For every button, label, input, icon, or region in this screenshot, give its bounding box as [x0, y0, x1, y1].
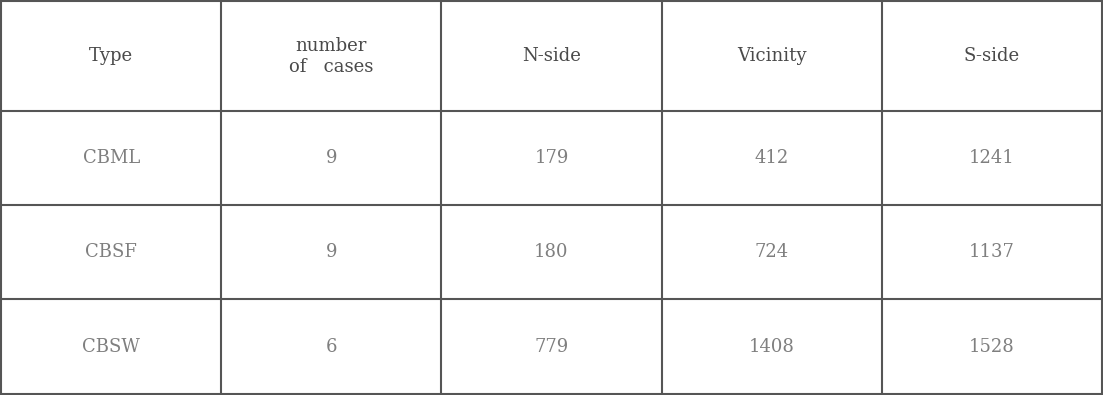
Text: S-side: S-side — [964, 47, 1019, 65]
Text: Type: Type — [89, 47, 133, 65]
Text: 6: 6 — [325, 338, 338, 356]
Text: 9: 9 — [325, 149, 338, 167]
Text: 9: 9 — [325, 243, 338, 261]
Text: 1528: 1528 — [968, 338, 1015, 356]
Text: 412: 412 — [754, 149, 789, 167]
Text: number
of   cases: number of cases — [289, 37, 374, 76]
Text: CBSF: CBSF — [85, 243, 138, 261]
Text: N-side: N-side — [522, 47, 581, 65]
Text: 1408: 1408 — [749, 338, 794, 356]
Text: 724: 724 — [754, 243, 789, 261]
Text: 1137: 1137 — [968, 243, 1015, 261]
Text: 179: 179 — [534, 149, 569, 167]
Text: 1241: 1241 — [968, 149, 1015, 167]
Text: CBML: CBML — [83, 149, 140, 167]
Text: CBSW: CBSW — [83, 338, 140, 356]
Text: 180: 180 — [534, 243, 569, 261]
Text: 779: 779 — [534, 338, 569, 356]
Text: Vicinity: Vicinity — [737, 47, 806, 65]
